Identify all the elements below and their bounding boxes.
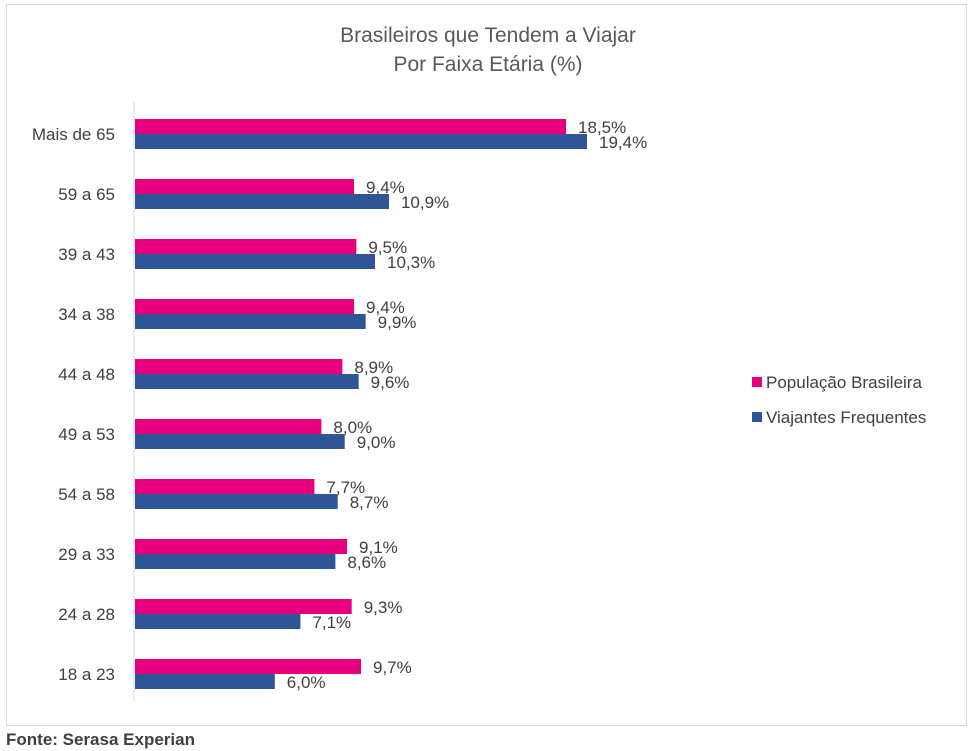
data-label: 9,3% xyxy=(364,598,403,617)
bar-viajantes-frequentes xyxy=(135,374,359,389)
category-label: 24 a 28 xyxy=(58,605,115,624)
category-label: 54 a 58 xyxy=(58,485,115,504)
bar-populacao-brasileira xyxy=(135,119,567,134)
bar-populacao-brasileira xyxy=(135,419,322,434)
data-label: 8,0% xyxy=(333,418,372,437)
data-label: 9,0% xyxy=(357,433,396,452)
data-label: 10,9% xyxy=(401,193,449,212)
data-label: 8,6% xyxy=(347,553,386,572)
bar-populacao-brasileira xyxy=(135,479,315,494)
data-label: 9,1% xyxy=(359,538,398,557)
category-label: 29 a 33 xyxy=(58,545,115,564)
category-label: Mais de 65 xyxy=(32,125,115,144)
data-label: 9,6% xyxy=(371,373,410,392)
bar-viajantes-frequentes xyxy=(135,254,375,269)
data-label: 19,4% xyxy=(599,133,647,152)
bar-viajantes-frequentes xyxy=(135,434,345,449)
category-label: 59 a 65 xyxy=(58,185,115,204)
chart-title-line-2: Por Faixa Etária (%) xyxy=(393,53,582,76)
data-label: 8,9% xyxy=(354,358,393,377)
data-label: 9,4% xyxy=(366,298,405,317)
bar-populacao-brasileira xyxy=(135,299,355,314)
bar-populacao-brasileira xyxy=(135,599,352,614)
category-label: 49 a 53 xyxy=(58,425,115,444)
data-label: 9,4% xyxy=(366,178,405,197)
legend-label: População Brasileira xyxy=(766,373,922,392)
data-label: 7,7% xyxy=(326,478,365,497)
bar-populacao-brasileira xyxy=(135,239,357,254)
legend-label: Viajantes Frequentes xyxy=(766,408,926,427)
bar-chart: Brasileiros que Tendem a Viajar Por Faix… xyxy=(32,24,926,701)
data-label: 7,1% xyxy=(312,613,351,632)
bar-viajantes-frequentes xyxy=(135,314,366,329)
bar-viajantes-frequentes xyxy=(135,194,389,209)
bar-viajantes-frequentes xyxy=(135,674,275,689)
data-label: 8,7% xyxy=(350,493,389,512)
source-note: Fonte: Serasa Experian xyxy=(6,730,195,749)
legend-swatch-viajantes-frequentes xyxy=(752,412,762,422)
data-label: 18,5% xyxy=(578,118,626,137)
data-label: 6,0% xyxy=(287,673,326,692)
bar-viajantes-frequentes xyxy=(135,554,336,569)
bar-populacao-brasileira xyxy=(135,179,355,194)
chart-frame: Brasileiros que Tendem a Viajar Por Faix… xyxy=(6,4,967,726)
bar-viajantes-frequentes xyxy=(135,494,338,509)
data-label: 9,9% xyxy=(378,313,417,332)
category-label: 39 a 43 xyxy=(58,245,115,264)
bars-group: Mais de 65 18,5%19,4%59 a 65 9,4%10,9%39 a… xyxy=(32,118,647,692)
data-label: 9,7% xyxy=(373,658,412,677)
legend: População Brasileira Viajantes Frequentes xyxy=(752,373,926,427)
bar-viajantes-frequentes xyxy=(135,134,588,149)
category-label: 34 a 38 xyxy=(58,305,115,324)
category-label: 18 a 23 xyxy=(58,665,115,684)
bar-populacao-brasileira xyxy=(135,359,343,374)
data-label: 10,3% xyxy=(387,253,435,272)
bar-populacao-brasileira xyxy=(135,539,348,554)
category-label: 44 a 48 xyxy=(58,365,115,384)
chart-title-line-1: Brasileiros que Tendem a Viajar xyxy=(340,24,636,47)
bar-populacao-brasileira xyxy=(135,659,362,674)
legend-swatch-populacao-brasileira xyxy=(752,377,762,387)
data-label: 9,5% xyxy=(368,238,407,257)
bar-viajantes-frequentes xyxy=(135,614,301,629)
